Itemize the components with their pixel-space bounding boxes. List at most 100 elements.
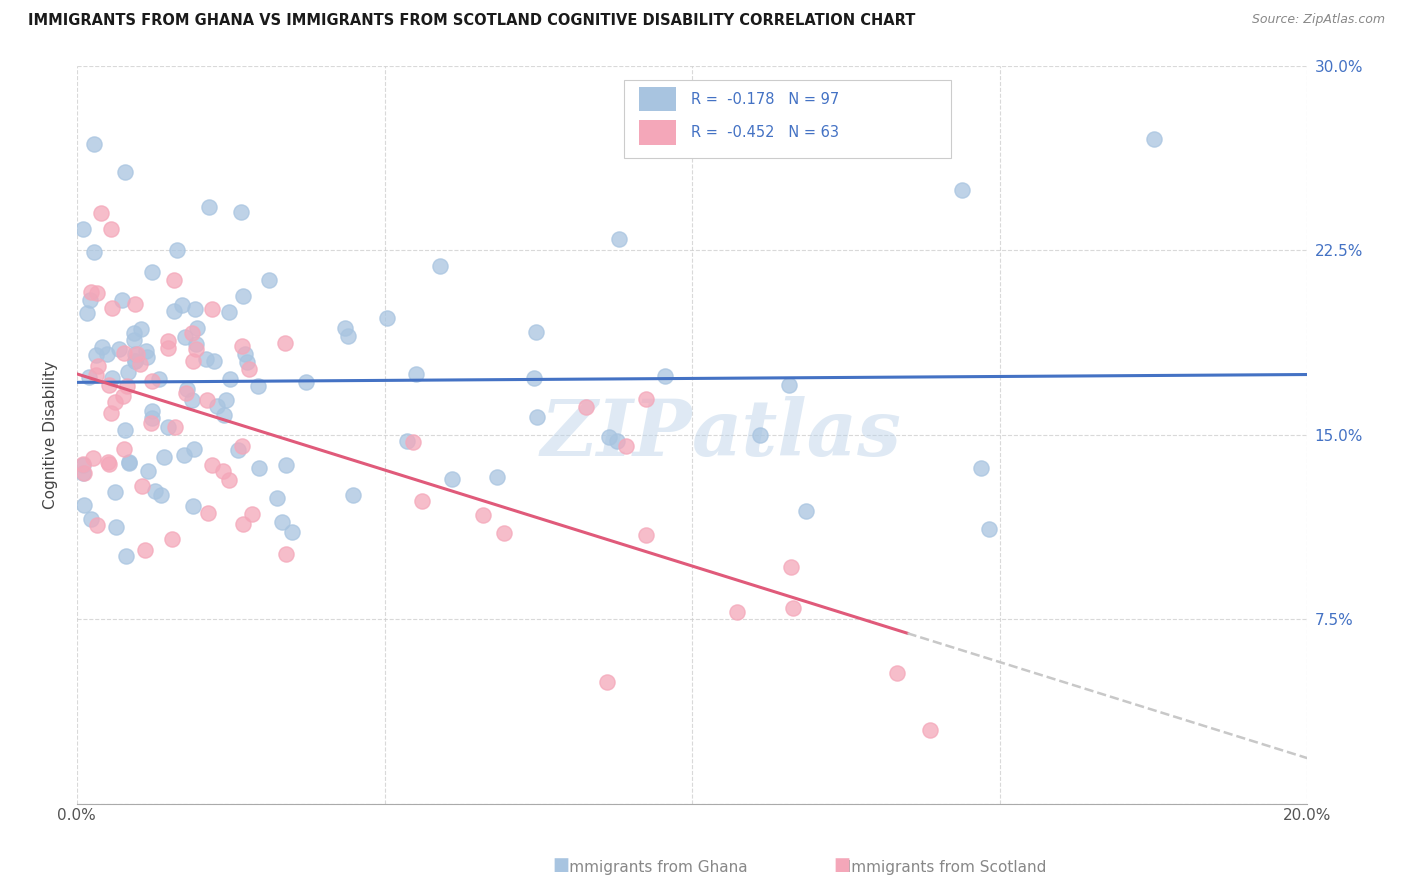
- Point: [195, 392, 218, 407]
- Point: [82, 451, 104, 466]
- Point: [186, 321, 208, 335]
- Point: [124, 333, 146, 347]
- Point: [125, 347, 148, 361]
- Point: [485, 470, 508, 484]
- Point: [105, 519, 128, 533]
- Point: [614, 439, 637, 453]
- Point: [122, 326, 145, 341]
- Point: [232, 289, 254, 303]
- Point: [201, 458, 224, 472]
- Point: [226, 442, 249, 457]
- Point: [72, 458, 94, 472]
- Point: [136, 351, 159, 365]
- Point: [236, 355, 259, 369]
- Point: [173, 330, 195, 344]
- Point: [97, 457, 120, 471]
- Point: [471, 508, 494, 522]
- Point: [181, 393, 204, 408]
- Text: ■: ■: [834, 856, 851, 874]
- Point: [79, 293, 101, 308]
- Point: [375, 310, 398, 325]
- Point: [238, 362, 260, 376]
- Point: [441, 472, 464, 486]
- Text: Immigrants from Ghana: Immigrants from Ghana: [555, 860, 748, 874]
- Point: [634, 392, 657, 406]
- Point: [181, 499, 204, 513]
- Point: [115, 378, 138, 392]
- Point: [654, 368, 676, 383]
- Text: atlas: atlas: [692, 396, 903, 473]
- Point: [259, 273, 281, 287]
- Point: [411, 494, 433, 508]
- Point: [166, 243, 188, 257]
- Point: [202, 353, 225, 368]
- Point: [782, 601, 804, 615]
- Point: [526, 409, 548, 424]
- FancyBboxPatch shape: [640, 120, 676, 145]
- Point: [970, 461, 993, 475]
- Point: [157, 420, 180, 434]
- Point: [86, 359, 108, 373]
- Text: R =  -0.178   N = 97: R = -0.178 N = 97: [690, 92, 839, 107]
- Point: [523, 371, 546, 385]
- Point: [124, 346, 146, 360]
- Point: [607, 232, 630, 246]
- Point: [90, 206, 112, 220]
- Text: ■: ■: [553, 856, 569, 874]
- Point: [76, 305, 98, 319]
- Point: [139, 417, 162, 431]
- Point: [270, 515, 292, 529]
- Point: [80, 285, 103, 300]
- Point: [118, 455, 141, 469]
- Point: [124, 353, 146, 368]
- Point: [97, 455, 120, 469]
- Point: [86, 286, 108, 301]
- Point: [194, 351, 217, 366]
- Point: [215, 393, 238, 408]
- Point: [1142, 132, 1164, 146]
- Point: [524, 326, 547, 340]
- Text: R =  -0.452   N = 63: R = -0.452 N = 63: [690, 125, 839, 140]
- Point: [124, 354, 146, 368]
- Point: [73, 498, 96, 512]
- Point: [197, 506, 219, 520]
- Point: [96, 347, 118, 361]
- Point: [173, 448, 195, 462]
- Point: [100, 406, 122, 420]
- Point: [333, 320, 356, 334]
- Point: [201, 301, 224, 316]
- Y-axis label: Cognitive Disability: Cognitive Disability: [44, 360, 58, 508]
- Point: [98, 377, 121, 392]
- Point: [274, 335, 297, 350]
- Point: [240, 507, 263, 521]
- Text: IMMIGRANTS FROM GHANA VS IMMIGRANTS FROM SCOTLAND COGNITIVE DISABILITY CORRELATI: IMMIGRANTS FROM GHANA VS IMMIGRANTS FROM…: [28, 13, 915, 29]
- Point: [77, 370, 100, 384]
- Point: [280, 524, 302, 539]
- Point: [163, 273, 186, 287]
- Point: [337, 329, 360, 343]
- Point: [141, 265, 163, 279]
- Point: [104, 484, 127, 499]
- Point: [110, 293, 132, 307]
- Point: [596, 674, 619, 689]
- Point: [886, 666, 908, 681]
- Point: [141, 411, 163, 425]
- Point: [91, 340, 114, 354]
- Point: [72, 466, 94, 480]
- Point: [212, 464, 235, 478]
- Point: [205, 399, 228, 413]
- Point: [163, 303, 186, 318]
- Point: [136, 464, 159, 478]
- Point: [72, 221, 94, 235]
- Point: [429, 260, 451, 274]
- Point: [950, 183, 973, 197]
- Point: [232, 517, 254, 532]
- Point: [129, 322, 152, 336]
- Point: [83, 137, 105, 152]
- Point: [794, 503, 817, 517]
- Point: [112, 442, 135, 456]
- Point: [134, 543, 156, 558]
- Point: [108, 342, 131, 356]
- Point: [184, 343, 207, 357]
- Point: [295, 375, 318, 389]
